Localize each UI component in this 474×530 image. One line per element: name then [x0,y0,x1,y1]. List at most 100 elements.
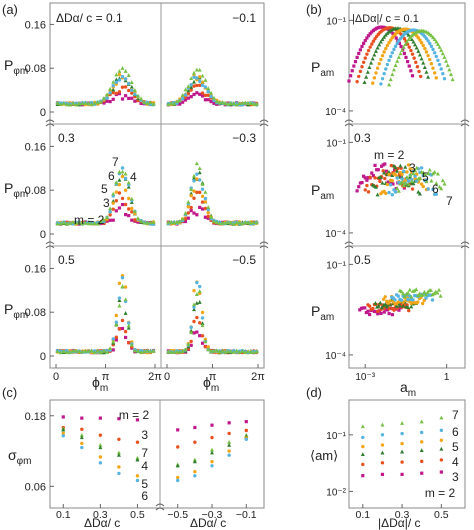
panel-a-point-m6 [133,92,137,96]
panel-a-point-m7 [120,284,125,289]
panel-b-point-m6 [392,47,396,52]
panel-c-point-m6 [80,445,84,450]
panel-a-point-m3 [114,335,119,339]
panel-c-xtick-label: −0.5 [167,509,188,521]
panel-b-point-m5 [388,299,392,303]
panel-a-point-m7 [194,161,199,166]
panel-a-point-m7 [55,349,60,354]
panel-b-point-m3 [415,65,420,69]
panel-d-point-m2 [380,472,385,476]
panel-b-point-m2 [409,69,413,73]
panel-b-point-m7 [442,55,447,59]
panel-b-point-m4 [401,303,406,308]
panel-c-point-m5 [193,469,197,474]
panel-b-point-m7 [388,77,393,82]
panel-a-point-m4 [200,321,205,326]
panel-a-point-m2 [111,218,115,222]
panel-b-point-m7 [390,72,395,77]
panel-c-series-label: 4 [141,459,148,473]
panel-b-point-m2 [376,26,380,30]
panel-b-point-m2 [385,308,390,312]
panel-a-point-m2 [124,213,128,217]
panel-a-point-m7 [206,347,211,352]
panel-d-point-m7 [400,421,405,425]
panel-a-point-m7 [114,72,119,77]
panel-b-point-m2 [386,180,390,184]
panel-b-point-m2 [410,74,415,78]
panel-b-point-m7 [444,58,449,63]
panel-b-point-m3 [365,183,369,188]
panel-b-point-m7 [435,290,440,295]
panel-a-point-m7 [240,348,245,353]
panel-b-point-m4 [390,173,395,177]
panel-b-point-m2 [355,55,359,60]
panel-a-point-m7 [129,342,134,347]
panel-a-point-m7 [74,348,79,353]
panel-a-point-m7 [64,102,69,107]
panel-b-point-m3 [371,39,376,43]
panel-b-point-m4 [380,37,385,41]
panel-b-point-m2 [363,176,367,180]
panel-b-point-m2 [364,310,368,315]
panel-a-point-m7 [234,220,239,225]
panel-a-point-m7 [148,349,153,354]
panel-b-point-m4 [403,164,408,169]
panel-a-point-m7 [58,221,63,226]
panel-a-point-m7 [174,349,179,354]
panel-c-point-m2 [80,416,84,420]
panel-b-point-m4 [370,56,375,61]
panel-a-row1-label-left: ΔDα/ c = 0.1 [56,11,123,25]
panel-b-point-m5 [434,76,438,80]
panel-a-point-m3 [200,334,205,338]
panel-b-point-m6 [437,62,442,67]
panel-a-point-m7 [80,101,85,106]
panel-b-point-m5 [387,172,391,177]
panel-b-point-m7 [438,293,443,298]
panel-c-point-m4 [175,463,180,468]
panel-a-point-m7 [132,88,137,92]
panel-b-point-m5 [428,57,432,62]
panel-a-point-m5 [130,206,134,211]
panel-a-point-m2 [124,94,128,98]
panel-a-point-m7 [95,100,100,105]
panel-a-point-m6 [108,91,112,95]
panel-a-point-m7 [123,171,128,176]
panel-a-point-m7 [83,220,88,225]
panel-d-point-m6 [439,428,444,433]
panel-a-row2-label-left: 0.3 [58,131,75,145]
panel-a-point-m7 [101,348,106,353]
panel-a-point-m7 [151,101,156,106]
panel-a-point-m2 [120,97,125,101]
panel-a-point-m5 [117,72,122,77]
panel-a-point-m7 [226,349,231,353]
panel-b-point-m3 [361,60,366,64]
panel-a-point-m2 [198,334,202,338]
panel-a-point-m7 [220,348,225,353]
panel-b-point-m5 [408,167,412,171]
axis-break-mark [460,119,470,127]
panel-a-point-m7 [174,99,179,104]
panel-a-point-m7 [234,102,239,107]
panel-a-point-m7 [117,303,122,308]
panel-a-point-m2 [130,218,134,222]
panel-a-xtick-label: π [209,371,217,383]
panel-c-point-m4 [116,452,121,457]
panel-a-point-m2 [198,205,202,210]
panel-a-point-m5 [192,189,196,193]
panel-a-point-m6 [114,320,119,324]
panel-b-ytick-label: 10⁻⁴ [325,351,346,362]
panel-a-point-m7 [142,100,147,104]
panel-d-point-m6 [361,435,365,440]
panel-a-point-m7 [139,96,144,101]
panel-b-ytick-label: 10⁻¹ [326,16,346,27]
panel-b-point-m7 [445,63,450,67]
panel-b-point-m6 [439,67,443,71]
axis-break-mark [344,241,354,249]
panel-a-point-m4 [126,325,131,330]
panel-b-point-m2 [350,69,354,73]
panel-a-point-m7 [145,101,150,106]
panel-c-xtick-label: −0.1 [236,509,257,521]
panel-a-point-m7 [189,187,194,191]
panel-a-point-m3 [195,315,199,320]
panel-a-point-m7 [135,348,140,353]
